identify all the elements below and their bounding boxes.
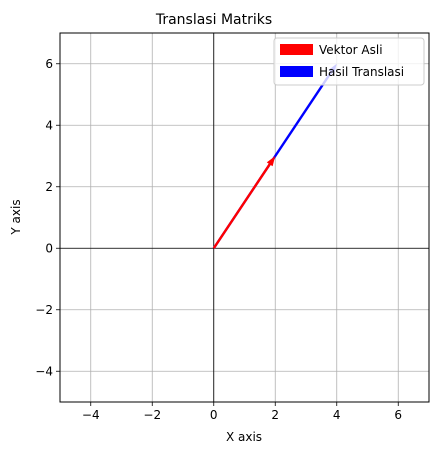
y-tick-label: 4 — [45, 118, 53, 132]
y-tick-label: −2 — [35, 303, 53, 317]
legend-label-hasil-translasi: Hasil Translasi — [319, 65, 404, 79]
legend-swatch-vektor-asli — [280, 44, 313, 55]
x-tick-label: 0 — [210, 408, 218, 422]
plot-frame — [59, 32, 430, 403]
legend: Vektor Asli Hasil Translasi — [273, 37, 425, 86]
x-tick-label: 2 — [271, 408, 279, 422]
vector-vektor-asli — [212, 156, 276, 249]
x-tick-label: −2 — [143, 408, 161, 422]
chart-title: Translasi Matriks — [155, 12, 272, 28]
x-tick-label: 6 — [394, 408, 402, 422]
x-tick-label: 4 — [333, 408, 341, 422]
y-tick-label: 2 — [45, 180, 53, 194]
legend-label-vektor-asli: Vektor Asli — [319, 43, 383, 57]
grid — [60, 33, 429, 402]
y-tick-label: 6 — [45, 57, 53, 71]
reference-lines — [60, 33, 429, 402]
vectors — [212, 63, 337, 249]
y-tick-label: −4 — [35, 364, 53, 378]
legend-swatch-hasil-translasi — [280, 66, 313, 77]
y-tick-label: 0 — [45, 241, 53, 255]
x-axis-label: X axis — [226, 430, 262, 444]
ticks: −4 −2 0 2 4 6 −4 −2 0 2 4 6 — [35, 57, 402, 422]
y-axis-label: Y axis — [9, 199, 23, 235]
x-tick-label: −4 — [82, 408, 100, 422]
